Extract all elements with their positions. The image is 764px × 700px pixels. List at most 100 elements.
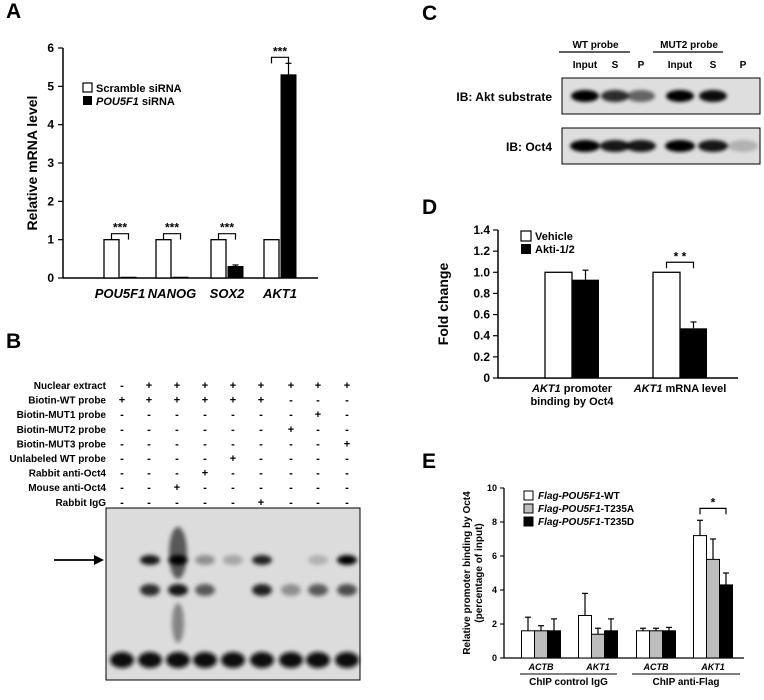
- x-tick-label-line2: binding by Oct4: [530, 396, 614, 408]
- legend-swatch-scramble: [82, 82, 93, 93]
- significance-a: ***: [165, 221, 179, 235]
- emsa-mark: -: [345, 497, 349, 509]
- bar-e-series-1: [706, 558, 720, 659]
- emsa-mark: +: [174, 395, 180, 407]
- emsa-mark: +: [230, 395, 236, 407]
- x-tick-label: POU5F1: [95, 286, 146, 301]
- y-tick-label: 3: [47, 156, 54, 170]
- oct4-band: [600, 140, 630, 152]
- y-tick-label: 6: [47, 41, 54, 55]
- emsa-row-label: Rabbit IgG: [55, 498, 106, 509]
- free-probe-band: [306, 652, 330, 668]
- emsa-mark: -: [120, 409, 124, 421]
- emsa-row-label: Rabbit anti-Oct4: [29, 469, 107, 480]
- significance-d: * *: [674, 249, 687, 263]
- bar-e-series-0: [521, 630, 535, 659]
- emsa-mark: -: [289, 482, 293, 494]
- emsa-mark: -: [231, 482, 235, 494]
- emsa-mark: -: [175, 438, 179, 450]
- free-probe-band: [166, 652, 190, 668]
- y-tick-label: 1.2: [473, 244, 490, 258]
- akt-substrate-band: [666, 90, 694, 102]
- significance-bracket: [162, 233, 182, 240]
- legend-label-akti: Akti-1/2: [535, 244, 575, 256]
- y-tick-label: 0: [47, 271, 54, 285]
- emsa-mark: +: [258, 497, 264, 509]
- bar-e-series-2: [662, 630, 676, 659]
- shifted-band: [337, 555, 357, 565]
- shifted-band: [195, 555, 215, 565]
- significance-bracket: [665, 261, 695, 269]
- legend-swatch-vehicle: [520, 230, 532, 242]
- emsa-mark: +: [146, 395, 152, 407]
- x-tick-label: AKT1: [585, 662, 610, 672]
- group-label: ChIP control IgG: [529, 677, 608, 688]
- emsa-mark: -: [175, 409, 179, 421]
- emsa-mark: -: [175, 453, 179, 465]
- emsa-mark: -: [120, 453, 124, 465]
- bar-e-series-1: [649, 630, 663, 659]
- emsa-mark: -: [316, 438, 320, 450]
- supershift-tail: [172, 603, 184, 643]
- chart-a: 0 1 2 3 4 5 6 Relative mRNA level *** POU5F1 *** NA…: [24, 41, 318, 301]
- emsa-mark: -: [345, 424, 349, 436]
- y-tick-label: 2: [492, 619, 497, 629]
- emsa-mark: +: [258, 380, 264, 392]
- bar-pou5f1-sirna: [172, 276, 189, 279]
- blot-bands: [570, 90, 758, 152]
- chart-d: 0 0.2 0.4 0.6 0.8 1.0 1.2 1.4 Fold change AKT1 pr…: [435, 223, 738, 408]
- y-tick-label: 0: [483, 371, 490, 385]
- emsa-mark: -: [231, 497, 235, 509]
- lane-label: P: [638, 60, 645, 71]
- y-tick-label: 0.8: [473, 286, 490, 300]
- bar-scramble: [210, 239, 227, 279]
- emsa-mark: -: [289, 438, 293, 450]
- emsa-mark: -: [345, 453, 349, 465]
- panel-label-d: D: [422, 196, 438, 219]
- emsa-mark: -: [203, 497, 207, 509]
- emsa-row-label: Biotin-MUT3 probe: [17, 439, 107, 450]
- legend-swatch-akti: [521, 244, 531, 254]
- lower-band: [140, 584, 160, 596]
- y-tick-label: 2: [47, 194, 54, 208]
- emsa-mark: +: [344, 380, 350, 392]
- bar-vehicle: [652, 271, 681, 379]
- gel-bands: [110, 527, 359, 668]
- x-tick-label: AKT1: [262, 286, 297, 301]
- bar-scramble: [155, 239, 172, 279]
- free-probe-band: [193, 652, 217, 668]
- emsa-row-label: Biotin-MUT1 probe: [17, 410, 107, 421]
- y-tick-label: 1.4: [473, 223, 490, 237]
- emsa-mark: -: [175, 468, 179, 480]
- lower-band: [195, 584, 215, 596]
- emsa-mark: +: [344, 438, 350, 450]
- bar-pou5f1-sirna: [120, 276, 137, 279]
- emsa-mark: +: [315, 409, 321, 421]
- y-tick-label: 0: [492, 653, 497, 663]
- emsa-mark: -: [259, 482, 263, 494]
- oct4-band: [570, 140, 600, 152]
- lane-label: S: [710, 60, 717, 71]
- significance-bracket: [217, 233, 237, 240]
- bar-pou5f1-sirna: [280, 74, 297, 279]
- emsa-mark: -: [147, 453, 151, 465]
- probe-label: MUT2 probe: [660, 40, 718, 51]
- emsa-mark: -: [231, 424, 235, 436]
- bar-akti: [680, 328, 707, 378]
- lower-band: [281, 584, 301, 596]
- y-axis-label: Fold change: [435, 263, 451, 346]
- y-tick-label: 1: [47, 233, 54, 247]
- y-tick-label: 4: [47, 118, 54, 132]
- akt-substrate-band: [699, 90, 727, 102]
- legend-label-scramble: Scramble siRNA: [96, 83, 182, 95]
- emsa-row-label: Biotin-MUT2 probe: [17, 425, 107, 436]
- emsa-mark: -: [147, 424, 151, 436]
- group-label: ChIP anti-Flag: [652, 677, 719, 688]
- legend-swatch-pou5f1: [83, 96, 92, 105]
- emsa-mark: -: [259, 453, 263, 465]
- emsa-mark: -: [289, 409, 293, 421]
- emsa-mark: -: [316, 497, 320, 509]
- emsa-mark: -: [231, 409, 235, 421]
- emsa-mark: -: [345, 395, 349, 407]
- shifted-band: [252, 555, 272, 565]
